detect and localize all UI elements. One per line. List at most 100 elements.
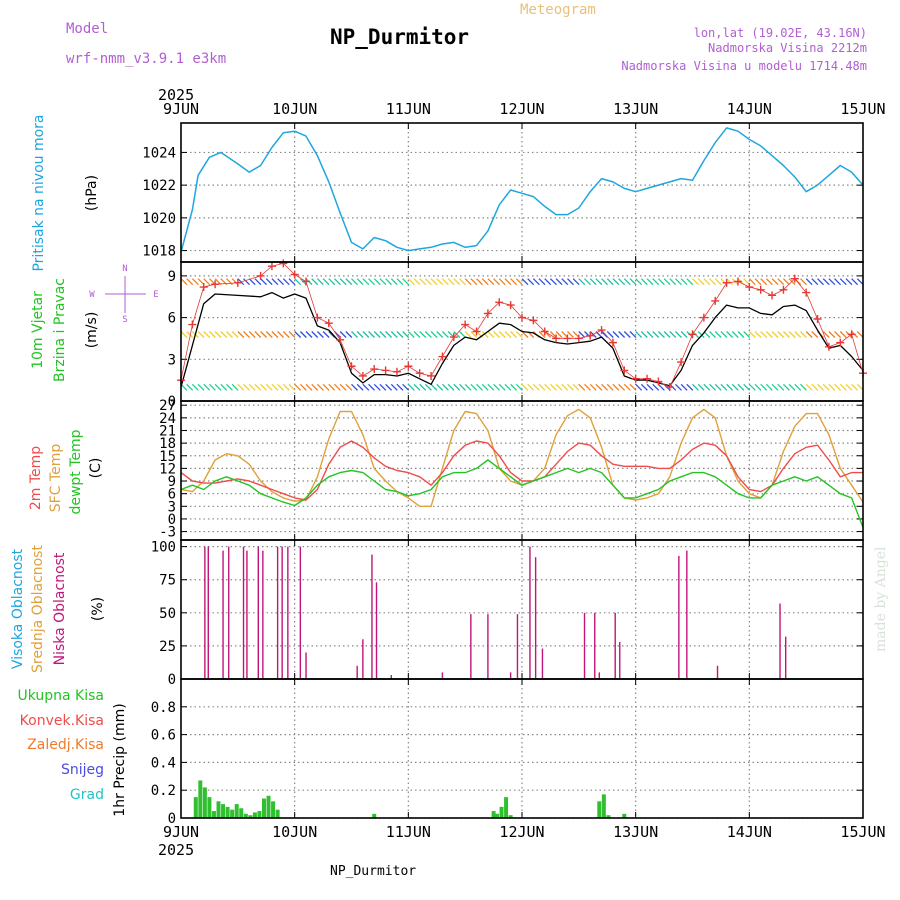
- wind-barb: [771, 383, 779, 391]
- wind-barb: [390, 331, 398, 338]
- compass-rose: N S W E: [89, 264, 158, 325]
- wind-barb: [777, 383, 785, 391]
- wind-barb: [521, 278, 529, 286]
- precip-legend-freez: Zaledj.Kisa: [27, 737, 104, 753]
- wind-barb: [226, 278, 233, 286]
- wind-barb: [356, 383, 364, 391]
- wind-barb: [197, 331, 205, 338]
- wind-barb: [538, 278, 546, 286]
- wind-barb: [436, 331, 444, 338]
- wind-barb: [657, 331, 665, 338]
- cloud-title-high: Visoka Oblacnost: [10, 548, 26, 669]
- wind-barb: [726, 383, 734, 391]
- wind-barb: [822, 278, 830, 286]
- wind-barb: [851, 383, 859, 391]
- y-tick-label: 0.6: [151, 728, 176, 744]
- wind-barb: [402, 383, 410, 391]
- wind-barb: [470, 331, 478, 338]
- wind-barb: [527, 383, 535, 391]
- wind-barb: [578, 383, 586, 391]
- wind-barb: [282, 383, 290, 391]
- wind-barb: [567, 331, 574, 338]
- wind-barb: [726, 278, 734, 286]
- wind-barb: [464, 383, 472, 391]
- wind-barb: [623, 278, 631, 286]
- wind-barb: [316, 278, 324, 286]
- compass-south: S: [122, 315, 127, 325]
- wind-barb: [572, 278, 580, 286]
- wind-barb: [265, 383, 273, 391]
- temp-unit: (C): [88, 458, 104, 479]
- wind-barb: [606, 383, 614, 391]
- wind-barb: [493, 278, 501, 286]
- wind-barb: [254, 331, 262, 338]
- precip-legend-hail: Grad: [70, 787, 104, 803]
- precip-bar: [261, 798, 266, 818]
- wind-barb: [476, 383, 483, 391]
- date-tick-top: 14JUN: [727, 100, 772, 118]
- wind-barb: [765, 383, 773, 391]
- wind-barb: [521, 331, 529, 338]
- wind-barb: [646, 383, 654, 391]
- wind-barb: [578, 278, 586, 286]
- wind-barb: [731, 383, 739, 391]
- wind-barb: [498, 383, 506, 391]
- wind-barb: [567, 383, 574, 391]
- y-tick-label: 1018: [142, 244, 176, 260]
- wind-barb: [424, 383, 432, 391]
- wind-barb: [226, 331, 233, 338]
- wind-barb: [510, 383, 518, 391]
- wind-barb: [623, 383, 631, 391]
- precip-bar: [239, 808, 244, 818]
- wind-barb: [203, 278, 211, 286]
- wind-barb: [828, 383, 836, 391]
- wind-barb: [311, 278, 319, 286]
- wind-barb: [413, 278, 421, 286]
- wind-barb: [351, 331, 358, 338]
- wind-barb: [248, 383, 256, 391]
- wind-barb: [243, 278, 250, 286]
- wind-barb: [351, 383, 358, 391]
- wind-barb: [629, 331, 637, 338]
- wind-barb: [504, 383, 512, 391]
- wind-barb: [339, 331, 347, 338]
- wind-barb: [743, 331, 751, 338]
- wind-barb: [680, 331, 688, 338]
- y-tick-label: 0.2: [151, 783, 176, 799]
- wind-barb: [186, 383, 194, 391]
- y-tick-label: 75: [159, 573, 176, 589]
- pressure-unit: (hPa): [84, 175, 100, 211]
- wind-barb: [430, 383, 438, 391]
- wind-barb: [737, 383, 745, 391]
- wind-barb: [834, 383, 842, 391]
- wind-barb: [430, 278, 438, 286]
- wind-barb: [527, 278, 535, 286]
- lonlat: lon,lat (19.02E, 43.16N): [694, 26, 867, 40]
- wind-barb: [777, 278, 785, 286]
- wind-barb: [646, 278, 654, 286]
- wind-barb: [635, 331, 643, 338]
- wind-barb: [203, 331, 211, 338]
- precip-bar: [202, 787, 207, 818]
- model-elevation: Nadmorska Visina u modelu 1714.48m: [621, 59, 867, 73]
- wind-barb: [612, 278, 620, 286]
- wind-barb: [567, 278, 574, 286]
- wind-barb: [260, 278, 268, 286]
- precip-bar: [504, 797, 509, 818]
- wind-barb: [811, 331, 819, 338]
- wind-barb: [294, 383, 302, 391]
- y-tick-label: 0: [168, 811, 176, 827]
- wind-barb: [288, 278, 296, 286]
- precip-bar: [252, 812, 257, 818]
- wind-barb: [584, 383, 591, 391]
- wind-barb: [589, 383, 597, 391]
- wind-barb: [226, 383, 233, 391]
- y-tick-label: 3: [168, 499, 176, 515]
- wind-barb: [549, 278, 557, 286]
- wind-barb: [322, 331, 330, 338]
- precip-title: 1hr Precip (mm): [112, 703, 128, 816]
- date-tick-top: 11JUN: [386, 100, 431, 118]
- wind-barb: [493, 331, 501, 338]
- wind-barb: [709, 331, 717, 338]
